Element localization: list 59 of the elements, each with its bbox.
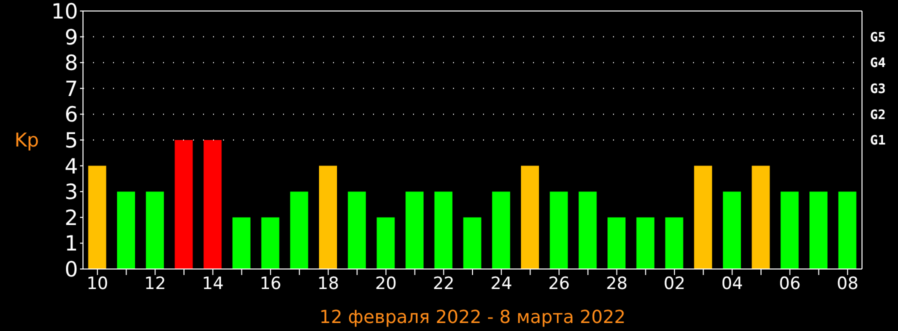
x-tick-label: 14	[202, 274, 224, 294]
bar	[463, 217, 482, 269]
bar	[348, 192, 366, 269]
bar	[174, 140, 193, 269]
bar	[608, 217, 626, 269]
x-tick-label: 16	[260, 274, 282, 294]
bar	[809, 192, 828, 269]
ref-line-label: G4	[870, 56, 886, 72]
bar	[780, 192, 799, 269]
bar	[492, 192, 510, 269]
x-tick-label: 26	[548, 274, 570, 294]
bar	[204, 140, 222, 269]
bar	[694, 166, 712, 269]
y-tick-label: 2	[64, 206, 78, 230]
bar	[520, 166, 539, 269]
y-tick-label: 9	[64, 25, 78, 50]
bar	[146, 192, 164, 269]
x-tick-label: 08	[836, 274, 858, 294]
bar	[117, 192, 136, 269]
bar	[550, 192, 568, 269]
ref-line-label: G1	[870, 134, 886, 149]
y-tick-label: 3	[64, 180, 78, 204]
x-tick-label: 28	[606, 274, 628, 294]
y-tick-label: 4	[64, 154, 78, 178]
x-tick-label: 04	[721, 274, 743, 294]
x-tick-label: 24	[490, 274, 512, 294]
ref-line-label: G2	[870, 108, 886, 123]
ref-line-label: G3	[870, 82, 886, 98]
bar	[636, 217, 654, 269]
x-axis-title: 12 февраля 2022 - 8 марта 2022	[319, 307, 626, 328]
x-tick-label: 06	[779, 274, 801, 294]
x-tick-label: 02	[664, 274, 686, 294]
ref-line-label: G5	[870, 30, 886, 46]
y-tick-label: 5	[64, 128, 78, 152]
bar	[88, 166, 106, 269]
bar	[434, 192, 452, 269]
x-tick-label: 18	[317, 274, 340, 294]
bar	[261, 217, 280, 269]
x-tick-label: 20	[375, 274, 397, 294]
bar	[578, 192, 597, 269]
y-tick-label: 6	[64, 102, 78, 127]
x-tick-label: 10	[86, 274, 108, 294]
x-tick-label: 12	[144, 274, 166, 294]
x-tick-label: 22	[432, 274, 454, 294]
y-tick-label: 8	[64, 51, 78, 76]
y-axis-title: Kp	[14, 130, 39, 152]
bar	[232, 217, 250, 269]
bar	[376, 217, 395, 269]
bar	[665, 217, 684, 269]
bar	[722, 192, 741, 269]
y-tick-label: 10	[51, 0, 78, 24]
bar	[406, 192, 424, 269]
y-tick-label: 7	[64, 76, 78, 101]
y-tick-label: 1	[64, 232, 78, 256]
bar	[752, 166, 770, 269]
bar	[319, 166, 338, 269]
bar	[290, 192, 308, 269]
y-tick-label: 0	[64, 257, 78, 282]
bar	[838, 192, 856, 269]
